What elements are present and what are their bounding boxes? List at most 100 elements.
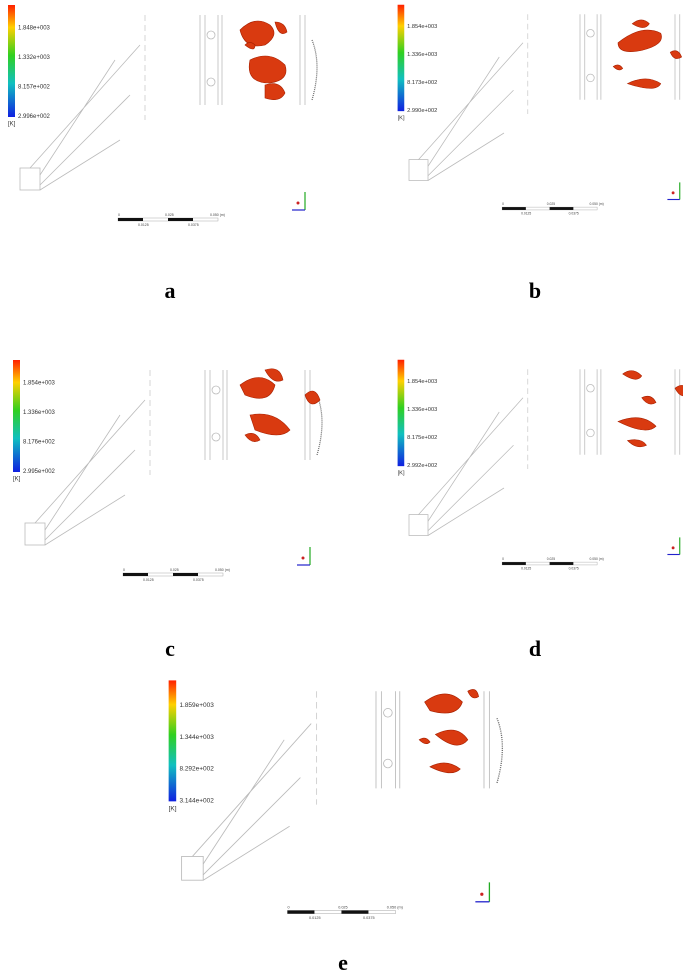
scale-bar-sublabel: 0.0375 (569, 567, 579, 571)
scale-bar-sublabel: 0.0375 (193, 578, 204, 582)
panel: 1.854e+0031.336e+0038.176e+0022.995e+002… (13, 360, 322, 582)
outlet-arc (497, 718, 502, 783)
flame-surface (305, 391, 320, 404)
colorbar (13, 360, 20, 472)
scale-bar-seg (502, 207, 526, 210)
scale-bar-label: 0.050 (m) (215, 568, 230, 572)
panel: 1.859e+0031.344e+0038.292e+0023.144e+002… (169, 680, 503, 920)
colorbar-tick-label: 1.336e+003 (23, 410, 56, 416)
figure: 1.848e+0031.332e+0038.157e+0022.996e+002… (0, 0, 683, 975)
scale-bar-seg (550, 207, 574, 210)
colorbar-tick-label: 8.175e+002 (407, 435, 437, 441)
colorbar-tick-label: 8.157e+002 (18, 85, 51, 91)
colorbar-tick-label: 1.344e+003 (179, 734, 214, 741)
panel: 1.854e+0031.336e+0038.175e+0022.992e+002… (398, 360, 683, 571)
outlet-arc (317, 395, 322, 455)
scale-bar-label: 0.025 (547, 557, 555, 561)
scale-bar-label: 0.025 (338, 905, 347, 909)
scale-bar-sublabel: 0.0375 (363, 916, 375, 920)
axis-z (672, 546, 675, 549)
colorbar-tick-label: 2.992e+002 (407, 463, 437, 469)
colorbar-unit: [K] (398, 470, 405, 476)
flame-surface (618, 30, 662, 52)
scale-bar-label: 0.025 (170, 568, 179, 572)
colorbar-tick-label: 1.854e+003 (407, 24, 437, 30)
scale-bar-label: 0 (287, 905, 289, 909)
axis-z (297, 202, 300, 205)
panel: 1.854e+0031.336e+0038.173e+0022.990e+002… (398, 5, 683, 216)
colorbar-tick-label: 2.990e+002 (407, 108, 437, 114)
inlet-box (409, 160, 428, 181)
scale-bar-label: 0.050 (m) (210, 213, 225, 217)
scale-bar-label: 0.050 (m) (387, 905, 404, 909)
colorbar-tick-label: 1.332e+003 (18, 55, 51, 61)
scale-bar-label: 0 (123, 568, 125, 572)
hole (587, 29, 595, 37)
colorbar (398, 360, 405, 466)
flame-surface (250, 414, 290, 435)
inlet-box (182, 856, 204, 880)
colorbar-unit: [K] (8, 122, 16, 128)
hole (587, 429, 595, 437)
hole (207, 78, 215, 86)
flame-surface (628, 440, 647, 447)
scale-bar-sublabel: 0.0125 (521, 212, 531, 216)
colorbar-tick-label: 2.995e+002 (23, 469, 56, 475)
flame-surface (240, 21, 274, 46)
scale-bar-label: 0.050 (m) (590, 202, 604, 206)
axis-z (302, 557, 305, 560)
panel-label: a (165, 278, 176, 303)
colorbar-tick-label: 3.144e+002 (179, 798, 214, 805)
scale-bar-label: 0.050 (m) (590, 557, 604, 561)
flame-surface (275, 22, 287, 34)
hole (212, 386, 220, 394)
hole (384, 708, 393, 717)
colorbar-unit: [K] (398, 115, 405, 121)
scale-bar-label: 0 (502, 202, 504, 206)
inlet-box (20, 168, 40, 190)
flame-surface (430, 763, 460, 773)
flame-surface (245, 43, 255, 50)
colorbar-tick-label: 1.848e+003 (18, 26, 51, 32)
scale-bar-seg (550, 562, 574, 565)
colorbar-tick-label: 1.336e+003 (407, 407, 437, 413)
scale-bar-sublabel: 0.0375 (188, 223, 199, 227)
colorbar-tick-label: 1.854e+003 (23, 381, 56, 387)
colorbar-tick-label: 1.859e+003 (179, 702, 214, 709)
chamber-walls (580, 14, 680, 100)
scale-bar-seg (168, 218, 193, 221)
outlet-arc (312, 40, 317, 100)
colorbar-tick-label: 1.336e+003 (407, 52, 437, 58)
inlet-box (409, 515, 428, 536)
panel-label: b (529, 278, 541, 303)
hole (587, 384, 595, 392)
axis-z (480, 893, 483, 896)
flame-surface (245, 433, 260, 441)
scale-bar-sublabel: 0.0125 (309, 916, 321, 920)
axis-z (672, 191, 675, 194)
flame-surface (628, 79, 661, 89)
scale-bar-sublabel: 0.0125 (143, 578, 154, 582)
scale-bar-sublabel: 0.0375 (569, 212, 579, 216)
scale-bar-label: 0 (502, 557, 504, 561)
scale-bar-seg (341, 910, 368, 913)
colorbar (169, 680, 177, 801)
flame-surface (265, 84, 285, 100)
colorbar (8, 5, 15, 117)
scale-bar-sublabel: 0.0125 (138, 223, 149, 227)
panel-label: e (338, 950, 348, 975)
scale-bar-label: 0.025 (165, 213, 174, 217)
flame-surface (419, 738, 430, 744)
hole (587, 74, 595, 82)
scale-bar-label: 0.025 (547, 202, 555, 206)
hole (207, 31, 215, 39)
flame-surface (435, 730, 467, 745)
panel: 1.848e+0031.332e+0038.157e+0022.996e+002… (8, 5, 317, 227)
flame-surface (240, 378, 275, 399)
inlet-box (25, 523, 45, 545)
scale-bar-seg (287, 910, 314, 913)
flame-surface (613, 65, 623, 70)
scale-bar-seg (173, 573, 198, 576)
flame-surface (675, 385, 683, 396)
flame-surface (468, 689, 479, 698)
